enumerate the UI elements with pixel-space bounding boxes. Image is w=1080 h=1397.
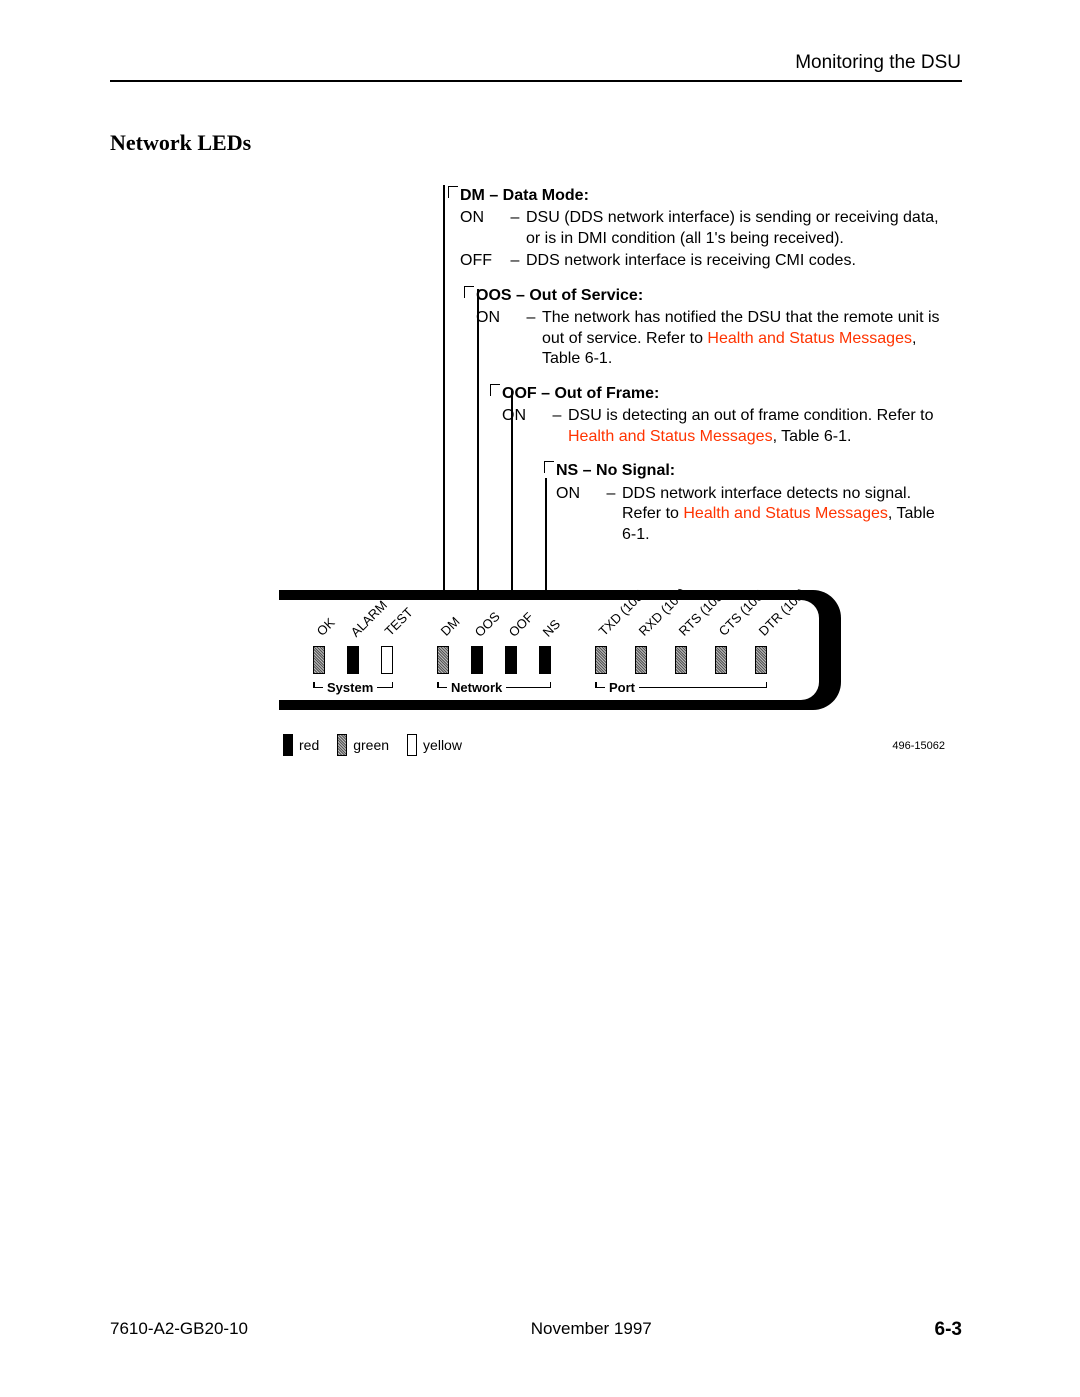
state-on: ON	[476, 308, 520, 369]
swatch-green-icon	[337, 734, 347, 756]
group-system: System	[313, 680, 393, 695]
group-network: Network	[437, 680, 551, 695]
legend-red: red	[283, 734, 319, 756]
oos-title: OOS – Out of Service:	[476, 286, 950, 306]
footer-pagenum: 6-3	[935, 1319, 962, 1341]
led-rxd: RXD (104)	[635, 646, 647, 674]
led-test: TEST	[381, 646, 393, 674]
definition-ns: NS – No Signal: ON – DDS network interfa…	[556, 461, 950, 545]
led-rts: RTS (105)	[675, 646, 687, 674]
legend-green-label: green	[353, 737, 389, 753]
swatch-yellow-icon	[407, 734, 417, 756]
dm-title: DM – Data Mode:	[460, 186, 950, 206]
link-health-status[interactable]: Health and Status Messages	[683, 505, 888, 522]
device-panel: OKALARMTESTDMOOSOOFNSTXD (103)RXD (104)R…	[279, 590, 841, 710]
oof-on-text: DSU is detecting an out of frame conditi…	[568, 406, 950, 447]
legend-yellow-label: yellow	[423, 737, 462, 753]
dash: –	[550, 406, 564, 447]
oos-on-text: The network has notified the DSU that th…	[542, 308, 950, 369]
link-health-status[interactable]: Health and Status Messages	[568, 428, 773, 445]
bracket-icon	[544, 461, 554, 473]
ns-on-text: DDS network interface detects no signal.…	[622, 484, 950, 545]
led-label-alarm: ALARM	[348, 598, 390, 640]
dm-on-text: DSU (DDS network interface) is sending o…	[526, 208, 950, 249]
led-dtr: DTR (108)	[755, 646, 767, 674]
state-on: ON	[460, 208, 504, 249]
definition-oos: OOS – Out of Service: ON – The network h…	[476, 286, 950, 370]
dm-off-text: DDS network interface is receiving CMI c…	[526, 251, 950, 271]
led-label-ok: OK	[314, 615, 338, 639]
led-ns: NS	[539, 646, 551, 674]
page-footer: 7610-A2-GB20-10 November 1997 6-3	[110, 1319, 962, 1341]
led-definitions: DM – Data Mode: ON – DSU (DDS network in…	[460, 186, 950, 559]
bracket-icon	[490, 384, 500, 396]
diagram-id: 496-15062	[892, 740, 945, 752]
led-label-oos: OOS	[472, 609, 503, 640]
legend: red green yellow	[283, 734, 462, 756]
section-title: Network LEDs	[110, 130, 251, 156]
device-panel-inner: OKALARMTESTDMOOSOOFNSTXD (103)RXD (104)R…	[279, 600, 819, 700]
led-oof: OOF	[505, 646, 517, 674]
legend-green: green	[337, 734, 389, 756]
state-off: OFF	[460, 251, 504, 271]
definition-oof: OOF – Out of Frame: ON – DSU is detectin…	[502, 384, 950, 447]
state-on: ON	[556, 484, 600, 545]
led-cts: CTS (106)	[715, 646, 727, 674]
footer-docnum: 7610-A2-GB20-10	[110, 1319, 248, 1341]
led-label-oof: OOF	[506, 609, 537, 640]
footer-date: November 1997	[531, 1319, 652, 1341]
header-rule	[110, 80, 962, 82]
led-label-ns: NS	[540, 616, 563, 639]
oof-pre: DSU is detecting an out of frame conditi…	[568, 407, 934, 424]
oof-post: , Table 6-1.	[773, 428, 852, 445]
legend-red-label: red	[299, 737, 319, 753]
link-health-status[interactable]: Health and Status Messages	[707, 330, 912, 347]
oof-title: OOF – Out of Frame:	[502, 384, 950, 404]
dash: –	[508, 251, 522, 271]
dash: –	[604, 484, 618, 545]
legend-yellow: yellow	[407, 734, 462, 756]
dash: –	[508, 208, 522, 249]
led-dm: DM	[437, 646, 449, 674]
led-alarm: ALARM	[347, 646, 359, 674]
dash: –	[524, 308, 538, 369]
swatch-red-icon	[283, 734, 293, 756]
bracket-icon	[448, 186, 458, 198]
bracket-icon	[464, 286, 474, 298]
led-txd: TXD (103)	[595, 646, 607, 674]
state-on: ON	[502, 406, 546, 447]
led-label-dm: DM	[438, 614, 463, 639]
group-port: Port	[595, 680, 767, 695]
page-header: Monitoring the DSU	[795, 52, 961, 74]
ns-title: NS – No Signal:	[556, 461, 950, 481]
led-oos: OOS	[471, 646, 483, 674]
definition-dm: DM – Data Mode: ON – DSU (DDS network in…	[460, 186, 950, 272]
led-ok: OK	[313, 646, 325, 674]
callout-line-dm	[443, 185, 445, 646]
